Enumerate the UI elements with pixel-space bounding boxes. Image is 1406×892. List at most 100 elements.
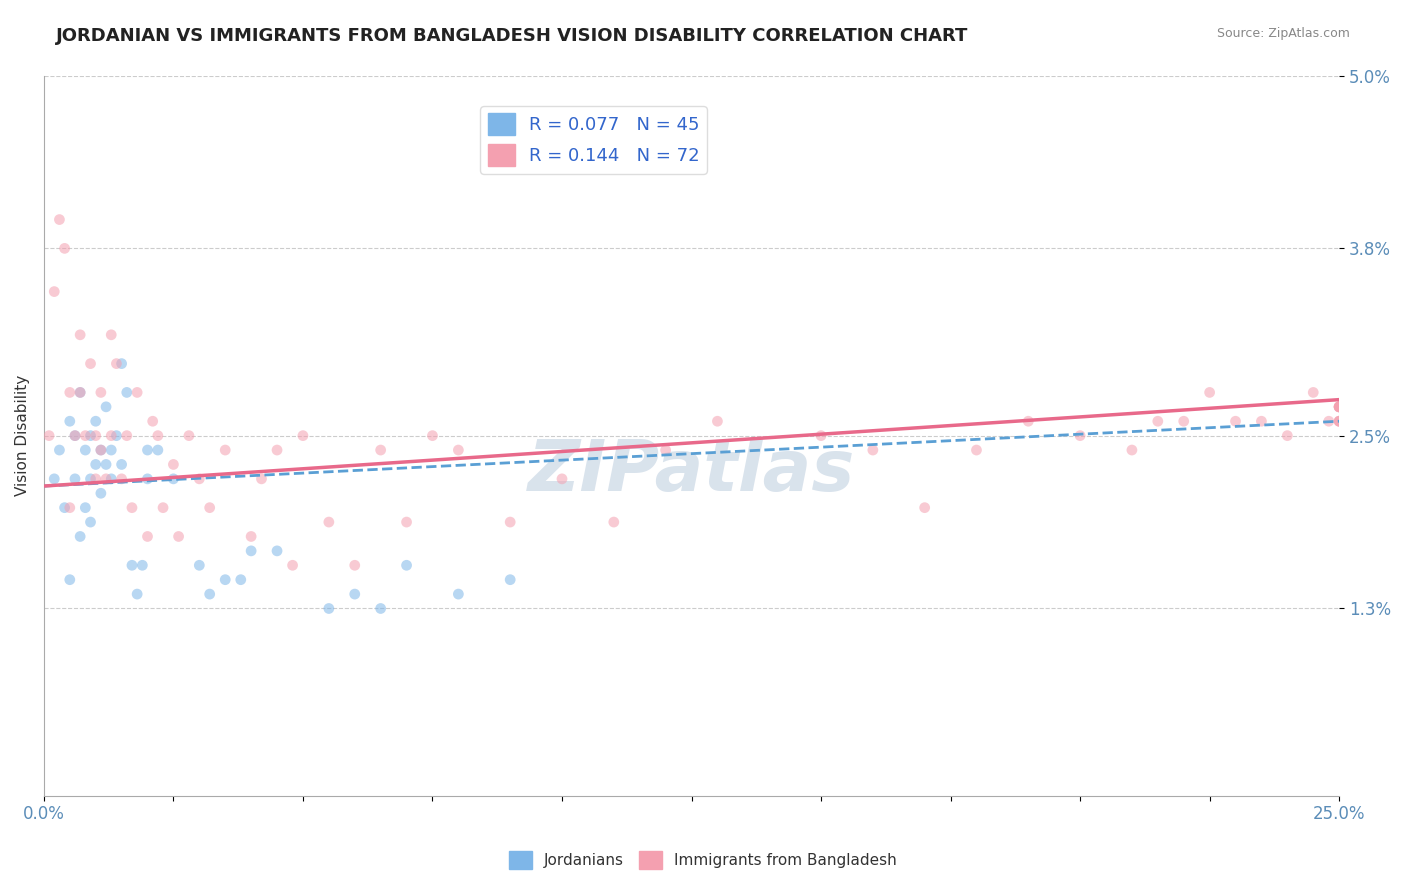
Point bbox=[167, 529, 190, 543]
Point bbox=[69, 385, 91, 400]
Point bbox=[1069, 428, 1091, 442]
Point bbox=[198, 500, 221, 515]
Point bbox=[53, 500, 76, 515]
Point bbox=[318, 515, 340, 529]
Point bbox=[370, 443, 392, 458]
Point bbox=[1225, 414, 1247, 428]
Point bbox=[162, 458, 184, 472]
Point bbox=[136, 472, 159, 486]
Point bbox=[318, 601, 340, 615]
Y-axis label: Vision Disability: Vision Disability bbox=[15, 375, 30, 496]
Point bbox=[90, 385, 112, 400]
Point bbox=[90, 443, 112, 458]
Point bbox=[395, 558, 418, 573]
Legend: R = 0.077   N = 45, R = 0.144   N = 72: R = 0.077 N = 45, R = 0.144 N = 72 bbox=[481, 106, 707, 174]
Point bbox=[177, 428, 200, 442]
Point bbox=[395, 515, 418, 529]
Point bbox=[44, 472, 66, 486]
Point bbox=[1327, 414, 1350, 428]
Point bbox=[110, 472, 132, 486]
Point bbox=[343, 558, 366, 573]
Point bbox=[100, 443, 122, 458]
Point bbox=[603, 515, 626, 529]
Point bbox=[370, 601, 392, 615]
Point bbox=[1327, 414, 1350, 428]
Point bbox=[79, 357, 101, 371]
Point bbox=[1317, 414, 1340, 428]
Point bbox=[198, 587, 221, 601]
Point bbox=[105, 428, 128, 442]
Point bbox=[146, 428, 169, 442]
Point bbox=[810, 428, 832, 442]
Point bbox=[48, 443, 70, 458]
Text: Source: ZipAtlas.com: Source: ZipAtlas.com bbox=[1216, 27, 1350, 40]
Point bbox=[250, 472, 273, 486]
Point bbox=[127, 385, 149, 400]
Point bbox=[862, 443, 884, 458]
Point bbox=[1173, 414, 1195, 428]
Text: ZIPatlas: ZIPatlas bbox=[527, 437, 855, 506]
Point bbox=[240, 529, 263, 543]
Point bbox=[110, 458, 132, 472]
Point bbox=[38, 428, 60, 442]
Point bbox=[1327, 400, 1350, 414]
Point bbox=[121, 500, 143, 515]
Point bbox=[94, 400, 117, 414]
Point bbox=[447, 443, 470, 458]
Point bbox=[966, 443, 988, 458]
Point bbox=[240, 544, 263, 558]
Point bbox=[69, 529, 91, 543]
Point bbox=[136, 529, 159, 543]
Point bbox=[110, 357, 132, 371]
Point bbox=[79, 515, 101, 529]
Point bbox=[69, 385, 91, 400]
Point bbox=[266, 443, 288, 458]
Point bbox=[281, 558, 304, 573]
Point bbox=[136, 443, 159, 458]
Point bbox=[188, 558, 211, 573]
Point bbox=[1277, 428, 1299, 442]
Point bbox=[229, 573, 252, 587]
Point bbox=[121, 558, 143, 573]
Point bbox=[127, 587, 149, 601]
Point bbox=[94, 472, 117, 486]
Point bbox=[115, 385, 138, 400]
Point bbox=[1146, 414, 1168, 428]
Point bbox=[214, 573, 236, 587]
Point bbox=[63, 428, 86, 442]
Point bbox=[1198, 385, 1220, 400]
Point bbox=[100, 472, 122, 486]
Point bbox=[131, 558, 153, 573]
Point bbox=[1250, 414, 1272, 428]
Point bbox=[84, 458, 107, 472]
Point bbox=[706, 414, 728, 428]
Text: JORDANIAN VS IMMIGRANTS FROM BANGLADESH VISION DISABILITY CORRELATION CHART: JORDANIAN VS IMMIGRANTS FROM BANGLADESH … bbox=[56, 27, 969, 45]
Point bbox=[551, 472, 574, 486]
Point bbox=[75, 500, 97, 515]
Point bbox=[63, 472, 86, 486]
Point bbox=[1327, 400, 1350, 414]
Point bbox=[343, 587, 366, 601]
Point bbox=[422, 428, 444, 442]
Point bbox=[90, 486, 112, 500]
Point bbox=[188, 472, 211, 486]
Point bbox=[53, 241, 76, 255]
Point bbox=[152, 500, 174, 515]
Point bbox=[84, 428, 107, 442]
Point bbox=[1302, 385, 1324, 400]
Point bbox=[75, 428, 97, 442]
Point bbox=[44, 285, 66, 299]
Point bbox=[266, 544, 288, 558]
Point bbox=[1327, 400, 1350, 414]
Point bbox=[90, 443, 112, 458]
Point bbox=[142, 414, 165, 428]
Point bbox=[499, 573, 522, 587]
Point bbox=[499, 515, 522, 529]
Point bbox=[94, 458, 117, 472]
Point bbox=[59, 500, 82, 515]
Point bbox=[84, 472, 107, 486]
Point bbox=[447, 587, 470, 601]
Legend: Jordanians, Immigrants from Bangladesh: Jordanians, Immigrants from Bangladesh bbox=[503, 845, 903, 875]
Point bbox=[84, 414, 107, 428]
Point bbox=[1327, 414, 1350, 428]
